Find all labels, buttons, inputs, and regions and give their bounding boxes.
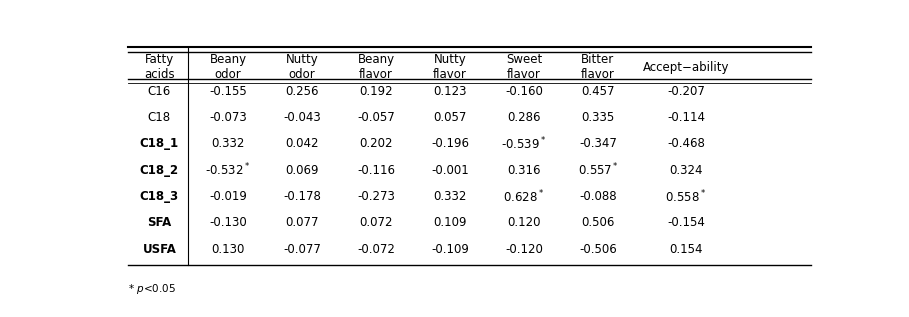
Text: 0.256: 0.256 [285, 85, 319, 98]
Text: 0.123: 0.123 [434, 85, 466, 98]
Text: -0.114: -0.114 [667, 111, 705, 124]
Text: USFA: USFA [143, 243, 176, 256]
Text: -0.539$^*$: -0.539$^*$ [501, 136, 547, 152]
Text: Sweet
flavor: Sweet flavor [505, 53, 542, 81]
Text: -0.468: -0.468 [667, 137, 705, 150]
Text: -0.073: -0.073 [209, 111, 247, 124]
Text: -0.347: -0.347 [579, 137, 617, 150]
Text: Fatty
acids: Fatty acids [145, 53, 175, 81]
Text: -0.043: -0.043 [284, 111, 321, 124]
Text: Bitter
flavor: Bitter flavor [581, 53, 614, 81]
Text: 0.057: 0.057 [434, 111, 466, 124]
Text: -0.130: -0.130 [209, 217, 247, 230]
Text: C18_3: C18_3 [140, 190, 179, 203]
Text: -0.072: -0.072 [357, 243, 395, 256]
Text: 0.324: 0.324 [669, 164, 703, 177]
Text: -0.019: -0.019 [209, 190, 247, 203]
Text: C16: C16 [148, 85, 171, 98]
Text: C18: C18 [148, 111, 171, 124]
Text: 0.202: 0.202 [359, 137, 393, 150]
Text: -0.155: -0.155 [209, 85, 247, 98]
Text: -0.506: -0.506 [579, 243, 617, 256]
Text: 0.286: 0.286 [507, 111, 541, 124]
Text: 0.506: 0.506 [581, 217, 614, 230]
Text: Nutty
odor: Nutty odor [285, 53, 318, 81]
Text: C18_1: C18_1 [140, 137, 179, 150]
Text: -0.077: -0.077 [283, 243, 321, 256]
Text: -0.120: -0.120 [505, 243, 543, 256]
Text: -0.001: -0.001 [431, 164, 469, 177]
Text: -0.088: -0.088 [579, 190, 617, 203]
Text: 0.069: 0.069 [285, 164, 319, 177]
Text: -0.196: -0.196 [431, 137, 469, 150]
Text: -0.116: -0.116 [357, 164, 395, 177]
Text: -0.160: -0.160 [505, 85, 543, 98]
Text: 0.130: 0.130 [212, 243, 245, 256]
Text: -0.273: -0.273 [357, 190, 395, 203]
Text: 0.072: 0.072 [359, 217, 393, 230]
Text: Accept−ability: Accept−ability [643, 61, 729, 74]
Text: -0.207: -0.207 [667, 85, 705, 98]
Text: 0.154: 0.154 [669, 243, 703, 256]
Text: Beany
flavor: Beany flavor [357, 53, 395, 81]
Text: -0.109: -0.109 [431, 243, 469, 256]
Text: 0.335: 0.335 [582, 111, 614, 124]
Text: 0.316: 0.316 [507, 164, 541, 177]
Text: 0.077: 0.077 [285, 217, 319, 230]
Text: -0.154: -0.154 [667, 217, 705, 230]
Text: 0.042: 0.042 [285, 137, 319, 150]
Text: SFA: SFA [147, 217, 172, 230]
Text: 0.332: 0.332 [434, 190, 466, 203]
Text: 0.120: 0.120 [507, 217, 541, 230]
Text: Beany
odor: Beany odor [210, 53, 246, 81]
Text: 0.557$^*$: 0.557$^*$ [578, 162, 618, 178]
Text: 0.109: 0.109 [434, 217, 466, 230]
Text: Nutty
flavor: Nutty flavor [433, 53, 467, 81]
Text: 0.192: 0.192 [359, 85, 393, 98]
Text: 0.628$^*$: 0.628$^*$ [504, 188, 544, 205]
Text: -0.532$^*$: -0.532$^*$ [205, 162, 251, 178]
Text: 0.558$^*$: 0.558$^*$ [665, 188, 706, 205]
Text: * $p$<0.05: * $p$<0.05 [127, 282, 175, 296]
Text: C18_2: C18_2 [140, 164, 179, 177]
Text: -0.178: -0.178 [283, 190, 321, 203]
Text: -0.057: -0.057 [357, 111, 395, 124]
Text: 0.332: 0.332 [212, 137, 245, 150]
Text: 0.457: 0.457 [581, 85, 614, 98]
